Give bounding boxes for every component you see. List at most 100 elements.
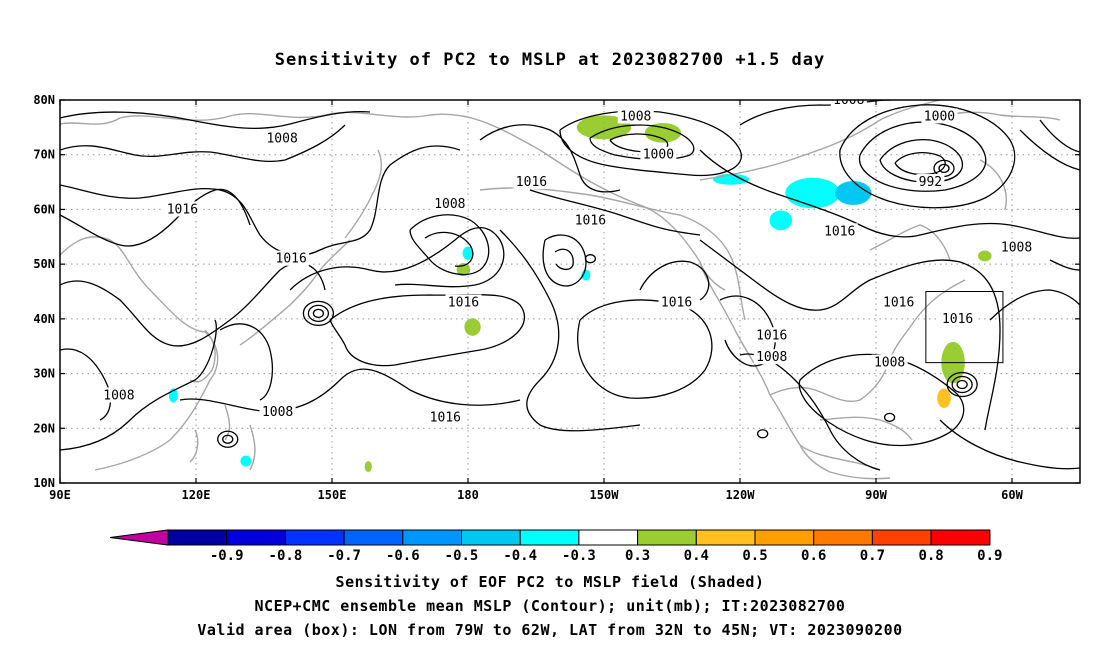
contour-line — [60, 124, 346, 163]
coastlines — [60, 100, 1061, 480]
sensitivity-patch — [462, 246, 474, 260]
contour-line — [60, 262, 326, 347]
map-axes: 90E 120E 150E 180 150W 120W 90W 60W 10N 20N 30N 40N… — [33, 93, 1080, 502]
coast-japan — [239, 239, 351, 346]
colorbar-box — [226, 529, 286, 546]
contour-line — [858, 121, 987, 192]
colorbar-label: -0.9 — [210, 548, 244, 564]
contour-line — [424, 231, 474, 267]
contour-line — [589, 124, 695, 161]
contour-line — [219, 323, 274, 401]
contour-label-bg — [939, 310, 976, 326]
lon-tick-label: 120W — [726, 488, 756, 502]
colorbar-box — [637, 529, 697, 546]
contour-line — [60, 348, 112, 421]
contour-label: 1000 — [924, 109, 955, 124]
contour-line — [529, 189, 701, 236]
contour-label-bg — [871, 354, 908, 370]
lon-tick-label: 90W — [865, 488, 887, 502]
lat-lon-grid — [60, 100, 1080, 483]
colorbar-label: -0.6 — [386, 548, 420, 564]
sensitivity-patch — [978, 250, 992, 262]
contour-line — [699, 149, 1080, 239]
contour-label: 1016 — [516, 175, 547, 190]
pressure-center-ring — [938, 163, 950, 174]
contour-label: 1016 — [276, 252, 307, 267]
caption-line-3: Valid area (box): LON from 79W to 62W, L… — [197, 621, 903, 639]
colorbar-label: 0.9 — [977, 548, 1002, 564]
contour-label: 1016 — [430, 410, 461, 425]
contour-line — [839, 104, 1016, 209]
lat-tick-label: 30N — [33, 367, 55, 381]
contour-label-bg — [753, 327, 790, 343]
sensitivity-patch — [644, 122, 682, 143]
lon-tick-label: 120E — [182, 488, 211, 502]
lon-tick-label: 150W — [590, 488, 620, 502]
contour-line — [554, 248, 574, 271]
colorbar-label: -0.5 — [445, 548, 479, 564]
contour-label: 1016 — [883, 295, 914, 310]
contour-label: 1016 — [575, 213, 606, 228]
contour-label: 1016 — [661, 295, 692, 310]
caption-line-1: Sensitivity of EOF PC2 to MSLP field (Sh… — [335, 573, 765, 591]
contour-label-bg — [921, 108, 958, 124]
lon-tick-label: 90E — [49, 488, 71, 502]
contour-line — [939, 419, 1080, 470]
contour-label-bg — [100, 387, 137, 403]
contour-line — [479, 124, 621, 193]
contour-label: 1016 — [448, 295, 479, 310]
contour-line — [1039, 119, 1080, 271]
colorbar-box — [813, 529, 873, 546]
pressure-center-ring — [312, 308, 325, 319]
colorbar-label: 0.3 — [625, 548, 650, 564]
contour-label: 1008 — [1001, 241, 1032, 256]
lon-tick-label: 180 — [457, 488, 479, 502]
pressure-center-ring — [307, 304, 330, 323]
colorbar-label: 0.5 — [742, 548, 767, 564]
contour-label-bg — [880, 294, 917, 310]
colorbar-label: 0.6 — [801, 548, 826, 564]
contour-label: 1008 — [266, 131, 297, 146]
coast-labrador — [869, 224, 951, 261]
contour-label-bg — [513, 174, 550, 190]
pressure-center-ring — [946, 371, 978, 398]
valid-area-box — [925, 291, 1004, 364]
contour-label-bg — [640, 146, 677, 162]
colorbar-box — [754, 529, 815, 546]
pressure-center-ring — [584, 254, 597, 264]
coast-central-america — [799, 444, 891, 480]
sensitivity-patch — [937, 388, 951, 409]
contour-label-bg — [431, 195, 468, 211]
contour-line — [60, 145, 461, 256]
contour-label: 1008 — [434, 197, 465, 212]
contour-label: 1008 — [620, 109, 651, 124]
contour-label-bg — [445, 294, 482, 310]
coast-korea — [189, 329, 216, 383]
contour-label: 1016 — [756, 328, 787, 343]
colorbar-label: 0.7 — [860, 548, 885, 564]
chart-title: Sensitivity of PC2 to MSLP at 2023082700… — [274, 50, 826, 70]
pressure-center-ring — [217, 430, 239, 448]
contour-label-bg — [273, 250, 310, 266]
sensitivity-patch — [240, 455, 252, 467]
lat-tick-label: 70N — [33, 148, 55, 162]
contour-label-bg — [830, 100, 867, 107]
mslp-contours — [60, 100, 1080, 471]
contour-line — [639, 260, 710, 301]
colorbar-label: -0.4 — [503, 548, 537, 564]
contour-line — [894, 152, 946, 176]
contour-label: 1008 — [756, 350, 787, 365]
colorbar-box — [284, 529, 345, 546]
map-frame — [59, 99, 1081, 484]
contour-line — [879, 139, 963, 183]
colorbar-box — [871, 529, 932, 546]
colorbar-box — [402, 529, 462, 546]
sensitivity-patch — [581, 269, 591, 281]
contour-labels: 1008 1016 1016 1008 1008 1008 1016 1016 1008 1000… — [100, 100, 1035, 425]
pressure-center-ring — [302, 300, 335, 327]
contour-label: 1016 — [824, 224, 855, 239]
colorbar-box — [461, 529, 521, 546]
lat-tick-label: 80N — [33, 93, 55, 107]
contour-label: 1008 — [262, 405, 293, 420]
